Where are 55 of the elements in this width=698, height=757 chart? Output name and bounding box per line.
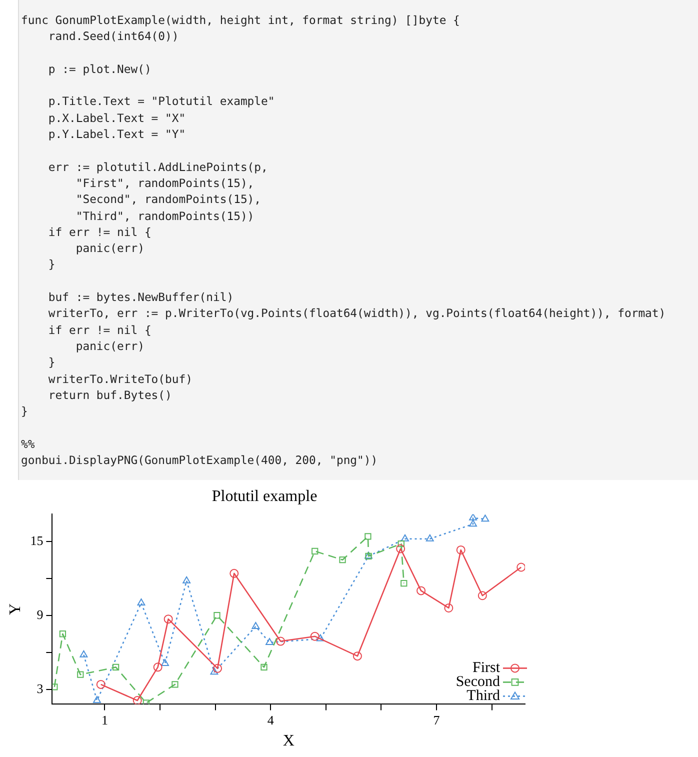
chart-title: Plotutil example (212, 488, 318, 506)
point (416, 586, 426, 596)
point (469, 520, 477, 527)
point (213, 664, 222, 674)
point (481, 514, 490, 522)
point (444, 604, 454, 613)
text: func GonumPlotExample(width, height int, format string) []byte { rand.Seed(int64(0)) p := plot.New() p.Title.Text = "Plotutil example" p.X.Label.Text = "X" p.Y.Label.Text = "Y" err := plotutil.AddLinePoints(p, "First", randomPoints(15), "Second", randomPoints(15), "Third", randomPoints(15)) if err != nil { panic(err) } buf := bytes.NewBuffer(nil) writerTo, err := p.WriterTo(vg.Points(float64(width)), vg.Points(float64(height)), format) if err != nil { panic(err) } writerTo.WriteTo(buf) return buf.Bytes() } %% gonbui.DisplayPNG(GonumPlotExample(400, 200, "png")) (21, 13, 666, 468)
point (182, 576, 191, 584)
legend-label: Second (456, 674, 500, 690)
point (230, 569, 239, 578)
point (266, 638, 274, 646)
legend-label: First (472, 660, 501, 676)
point (312, 548, 318, 555)
point (52, 684, 58, 691)
point (214, 612, 220, 620)
point (456, 546, 466, 555)
y-axis-title: Y (6, 603, 24, 616)
point (252, 622, 260, 630)
point (276, 637, 286, 646)
point (112, 664, 120, 671)
point (172, 681, 178, 688)
point (59, 630, 66, 638)
point (400, 580, 408, 587)
legend-label: Third (466, 688, 500, 704)
point (401, 534, 409, 542)
point (153, 663, 162, 672)
point (260, 664, 268, 671)
point (516, 563, 525, 572)
point (339, 556, 346, 564)
x-tick-label: 7 (433, 712, 440, 728)
point (77, 672, 84, 678)
point (137, 598, 146, 606)
point (469, 514, 477, 521)
point (142, 700, 150, 705)
point (93, 696, 101, 704)
point (364, 533, 372, 540)
point (310, 632, 320, 642)
point (396, 544, 406, 554)
point (478, 591, 487, 600)
point (352, 652, 362, 661)
x-axis-title: X (282, 732, 295, 750)
point (164, 614, 173, 624)
point (80, 650, 88, 658)
y-tick-label: 3 (36, 681, 44, 696)
y-tick-label: 15 (30, 533, 44, 548)
point (210, 668, 218, 675)
point (316, 634, 324, 642)
x-tick-label: 1 (101, 712, 108, 728)
x-tick-label: 4 (267, 712, 274, 728)
y-tick-label: 9 (36, 607, 44, 622)
point (161, 659, 169, 666)
point (426, 534, 434, 542)
point (398, 540, 404, 548)
point (132, 696, 142, 705)
point (96, 680, 106, 690)
